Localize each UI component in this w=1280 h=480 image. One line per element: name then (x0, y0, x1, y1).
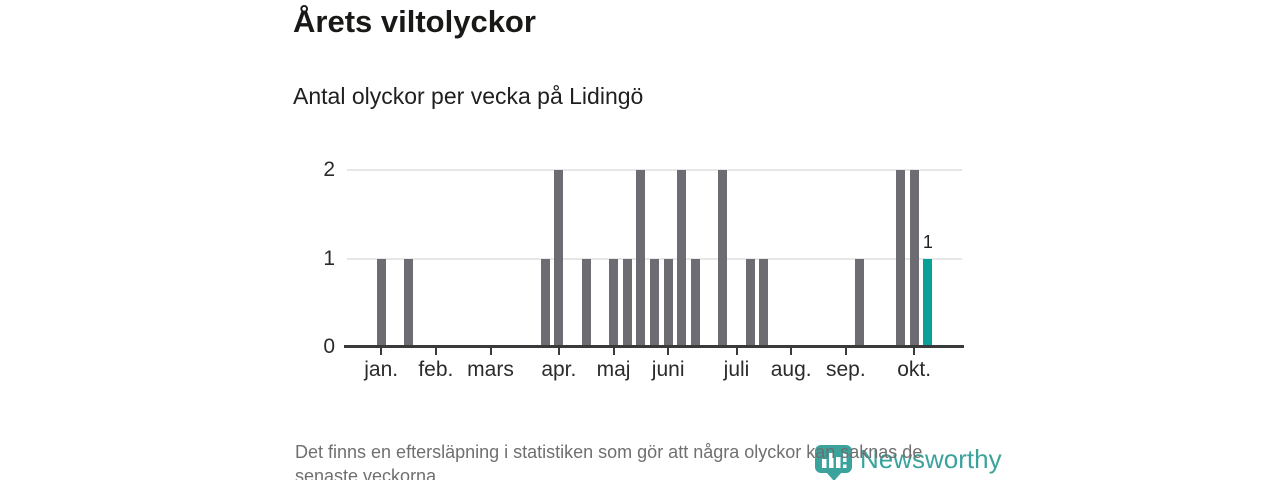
bar-week-5 (404, 258, 413, 347)
x-tick-jan (380, 348, 383, 355)
bar-week-24 (663, 258, 673, 347)
x-tick-sep (844, 348, 847, 355)
highlight-value-label: 1 (922, 231, 933, 252)
newsworthy-logo-icon (815, 445, 852, 480)
bar-week-28 (718, 170, 728, 347)
bar-week-31 (759, 258, 769, 347)
bar-week-41 (896, 170, 905, 347)
x-tick-maj (612, 348, 615, 355)
bar-week-20 (609, 258, 618, 347)
x-tick-apr (557, 348, 560, 355)
x-axis-label-feb: feb. (418, 358, 454, 381)
x-tick-juni (667, 348, 670, 355)
x-tick-okt (913, 348, 916, 355)
gridline-y-2 (347, 169, 962, 171)
y-axis-label-2: 2 (323, 158, 335, 181)
newsworthy-logo[interactable]: Newsworthy (814, 444, 1002, 480)
bar-chart-plot-area: 0 1 2 jan. feb. mars apr. maj juni juli aug. sep. o… (323, 158, 964, 381)
y-axis-label-0: 0 (323, 335, 335, 358)
bar-week-16 (554, 170, 564, 347)
chart-title: Årets viltolyckor (293, 4, 536, 39)
x-axis-label-juli: juli (723, 358, 750, 381)
bar-week-38 (855, 258, 864, 347)
bar-week-30 (745, 258, 755, 347)
bar-week-42 (909, 170, 919, 347)
bar-week-21 (622, 258, 632, 347)
bar-week-43 (923, 258, 933, 347)
bar-week-3 (376, 258, 386, 347)
x-axis-label-juni: juni (651, 358, 685, 381)
x-axis-line (344, 345, 964, 348)
x-tick-feb (434, 348, 437, 355)
footnote: Det finns en eftersläpning i statistiken… (295, 442, 923, 480)
y-axis-label-1: 1 (323, 246, 335, 270)
bar-week-15 (540, 258, 550, 347)
bar-week-23 (650, 258, 659, 347)
x-tick-juli (735, 348, 738, 355)
x-tick-aug (790, 348, 793, 355)
x-axis-label-maj: maj (596, 358, 631, 381)
x-axis-label-aug: aug. (770, 358, 812, 381)
x-axis-label-apr: apr. (541, 358, 577, 381)
x-axis-label-mars: mars (467, 358, 514, 381)
bar-week-22 (636, 170, 646, 347)
x-axis-label-sep: sep. (825, 358, 866, 381)
x-tick-mars (489, 348, 492, 355)
newsworthy-logo-text: Newsworthy (860, 444, 1002, 474)
chart-subtitle: Antal olyckor per vecka på Lidingö (293, 83, 644, 109)
x-axis-label-okt: okt. (897, 358, 932, 381)
bar-week-26 (691, 258, 700, 347)
bar-week-18 (581, 258, 591, 347)
bar-week-25 (677, 170, 687, 347)
x-axis-label-jan: jan. (364, 358, 399, 381)
